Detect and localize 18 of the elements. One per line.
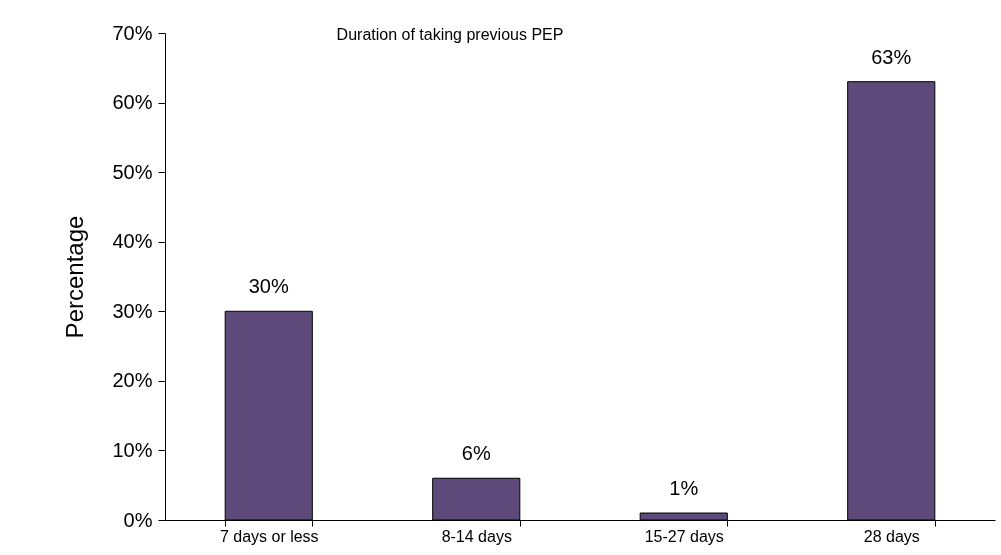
y-tick-label: 10% [112, 438, 153, 461]
y-tick-label: 40% [112, 230, 153, 253]
data-label: 1% [669, 477, 699, 500]
y-tick-label: 0% [123, 508, 153, 531]
y-axis-title: Percentage [61, 215, 89, 339]
y-tick-label: 30% [112, 299, 153, 322]
y-tick-label: 50% [112, 160, 153, 183]
x-tick-label: 28 days [863, 527, 920, 545]
x-tick-label: 7 days or less [219, 527, 319, 545]
y-tick-label: 70% [112, 21, 153, 44]
y-tick-label: 20% [112, 369, 153, 392]
x-tick-label: 8-14 days [441, 527, 512, 545]
data-label: 30% [248, 275, 289, 298]
data-label: 63% [871, 45, 912, 68]
chart-title: Duration of taking previous PEP [336, 26, 564, 43]
y-tick-label: 60% [112, 91, 153, 114]
x-tick-label: 15-27 days [644, 527, 724, 545]
data-label: 6% [461, 442, 491, 465]
